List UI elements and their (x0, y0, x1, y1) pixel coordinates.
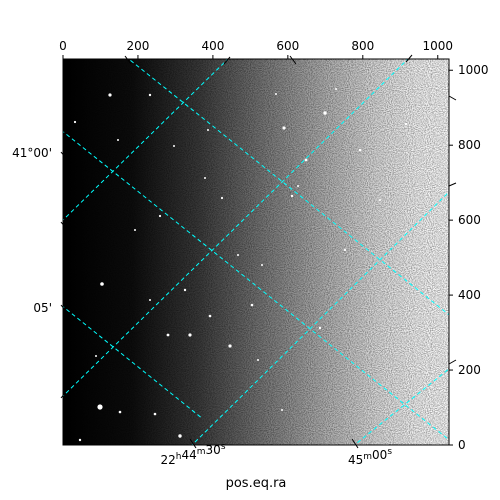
grid-line (63, 305, 204, 420)
top-tick-label: 800 (351, 39, 374, 53)
star (304, 158, 308, 162)
x-axis-label: pos.eq.ra (226, 476, 287, 491)
star (95, 355, 97, 357)
right-tick-label: 0 (458, 438, 466, 452)
star (100, 282, 104, 286)
top-tick-label: 1000 (422, 39, 453, 53)
star (204, 177, 206, 179)
right-tick-label: 1000 (458, 63, 489, 77)
right-tick-label: 600 (458, 213, 481, 227)
dec-tick (60, 304, 66, 311)
plot-frame (62, 58, 450, 446)
grid-line (353, 368, 449, 445)
star (358, 148, 362, 152)
grid-edge-tick (223, 56, 231, 65)
star (153, 412, 157, 416)
ra-unit: s (387, 447, 392, 457)
ra-unit: m (197, 447, 206, 457)
grid-line (63, 59, 409, 397)
star (275, 93, 277, 95)
star (379, 199, 381, 201)
star (208, 314, 212, 318)
coordinate-grid (63, 59, 449, 445)
top-tick-label: 200 (126, 39, 149, 53)
star (97, 404, 103, 410)
ra-tick (189, 438, 197, 449)
ra-tick-label: 22h44m30s (160, 442, 225, 467)
top-tick-label: 0 (59, 39, 67, 53)
ra-value: 44 (181, 448, 196, 462)
star (108, 93, 112, 97)
star (257, 359, 259, 361)
star (73, 120, 77, 124)
dec-tick (60, 221, 66, 228)
star (166, 333, 170, 337)
right-tick-label: 400 (458, 288, 481, 302)
star (297, 185, 299, 187)
star (250, 303, 254, 307)
dec-tick-label: 05' (33, 301, 52, 315)
star (134, 229, 136, 231)
dec-tick (60, 392, 66, 399)
ra-unit: h (176, 452, 182, 462)
sky-image (63, 59, 449, 445)
star (207, 129, 209, 131)
grid-line (191, 191, 449, 445)
ra-tick-label: 45m00s (348, 447, 392, 467)
ra-unit: m (363, 452, 372, 462)
star (228, 344, 232, 348)
dec-tick (60, 151, 66, 158)
ra-value: 45 (348, 453, 363, 467)
grid-edge-tick (448, 95, 457, 101)
star (318, 326, 322, 330)
star (261, 264, 263, 266)
star (188, 333, 192, 337)
star (237, 254, 239, 256)
ra-unit: s (221, 442, 226, 452)
dec-axis: 41°00' 05' (12, 54, 457, 399)
star (220, 196, 224, 200)
star (290, 194, 294, 198)
stars-layer (73, 88, 408, 442)
star (117, 139, 119, 141)
grid-edge-tick (289, 55, 297, 65)
star (323, 111, 327, 115)
ra-tick (351, 438, 359, 449)
star (281, 409, 283, 411)
star (149, 299, 151, 301)
star (118, 410, 122, 414)
ra-value: 22 (160, 453, 175, 467)
star (158, 214, 162, 218)
grid-edge-tick (124, 55, 132, 65)
star (148, 93, 152, 97)
top-tick-label: 600 (276, 39, 299, 53)
star (343, 248, 347, 252)
top-tick-label: 400 (201, 39, 224, 53)
grid-line (63, 59, 229, 221)
right-pixel-axis: 0 200 400 600 800 1000 (449, 63, 489, 452)
star (335, 88, 337, 90)
grid-edge-tick (405, 54, 413, 63)
star (78, 438, 82, 442)
top-pixel-axis: 0 200 400 600 800 1000 (59, 39, 453, 59)
ra-value: 30 (206, 443, 221, 457)
right-tick-label: 200 (458, 363, 481, 377)
dec-tick-label: 41°00' (12, 146, 52, 160)
ra-value: 00 (372, 448, 387, 462)
star (282, 126, 286, 130)
grid-edge-tick (448, 359, 457, 365)
star (183, 288, 187, 292)
star (404, 122, 408, 126)
star (178, 434, 182, 438)
star (173, 145, 175, 147)
grid-edge-tick (448, 182, 457, 187)
right-tick-label: 800 (458, 138, 481, 152)
